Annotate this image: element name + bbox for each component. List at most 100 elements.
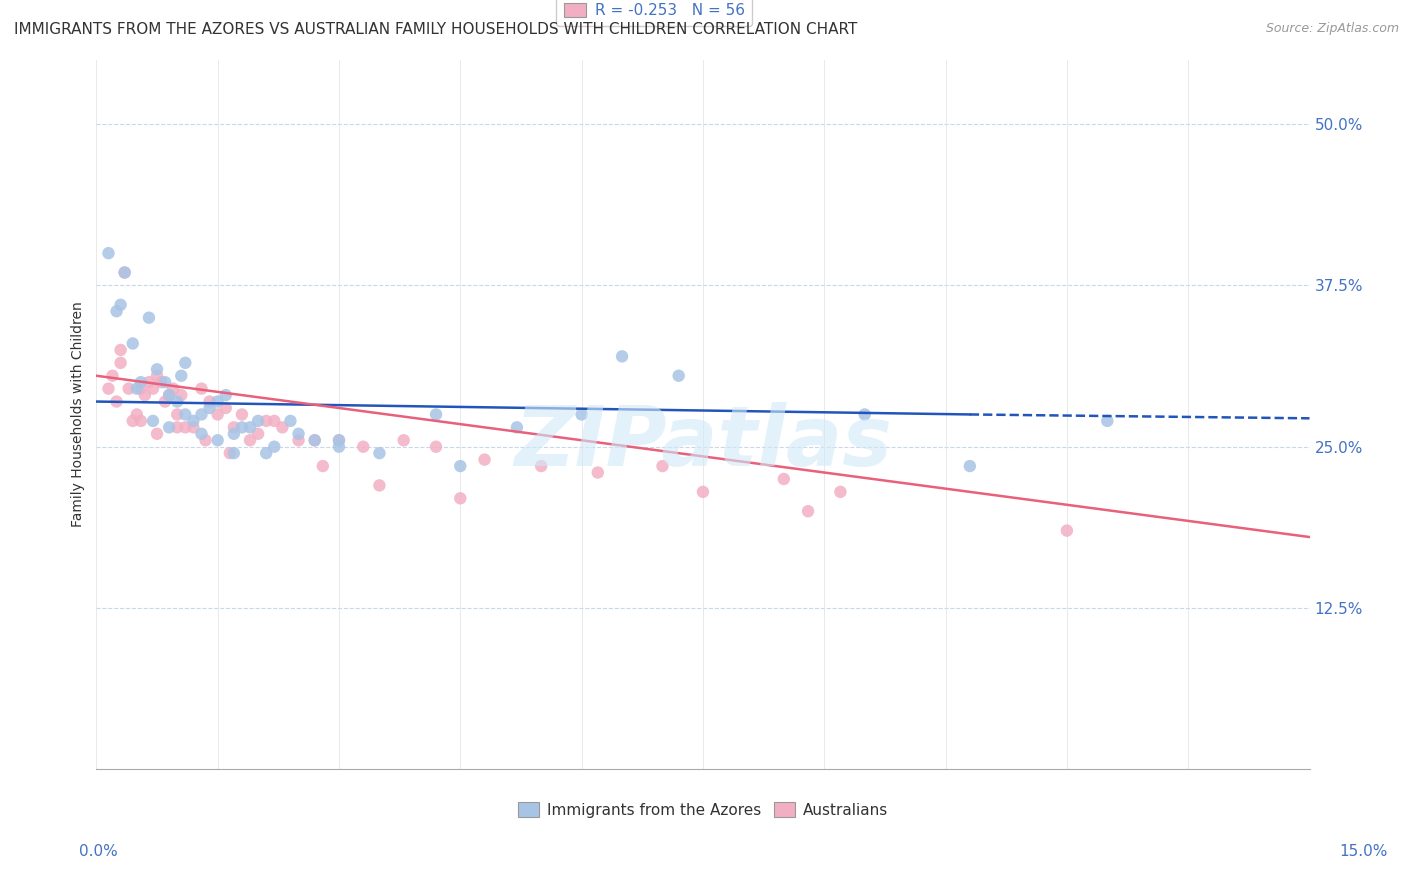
Text: 0.0%: 0.0%	[79, 845, 118, 859]
Point	[142, 382, 165, 396]
Point	[198, 394, 221, 409]
Point	[312, 458, 335, 473]
Point	[571, 408, 593, 422]
Point	[530, 458, 553, 473]
Point	[328, 434, 350, 448]
Point	[830, 484, 852, 499]
Point	[146, 362, 169, 376]
Point	[586, 466, 609, 480]
Point	[174, 356, 197, 370]
Point	[125, 408, 148, 422]
Point	[651, 458, 673, 473]
Point	[153, 394, 176, 409]
Point	[190, 408, 212, 422]
Point	[239, 434, 262, 448]
Point	[138, 375, 160, 389]
Point	[1097, 414, 1119, 428]
Point	[772, 472, 794, 486]
Point	[247, 426, 270, 441]
Point	[170, 388, 193, 402]
Point	[194, 434, 217, 448]
Point	[157, 388, 180, 402]
Point	[134, 388, 156, 402]
Point	[368, 446, 391, 460]
Point	[114, 266, 136, 280]
Point	[392, 434, 415, 448]
Point	[105, 304, 128, 318]
Point	[146, 426, 169, 441]
Point	[254, 414, 277, 428]
Point	[506, 420, 529, 434]
Point	[118, 382, 141, 396]
Point	[1056, 524, 1078, 538]
Point	[121, 336, 143, 351]
Point	[254, 446, 277, 460]
Point	[207, 394, 229, 409]
Point	[198, 401, 221, 415]
Point	[218, 446, 240, 460]
Point	[190, 426, 212, 441]
Point	[231, 420, 253, 434]
Point	[129, 375, 152, 389]
Point	[215, 388, 238, 402]
Point	[142, 414, 165, 428]
Point	[150, 375, 173, 389]
Point	[222, 426, 245, 441]
Point	[146, 368, 169, 383]
Point	[959, 458, 981, 473]
Point	[280, 414, 302, 428]
Point	[263, 440, 285, 454]
Point	[231, 408, 253, 422]
Point	[222, 446, 245, 460]
Point	[474, 452, 496, 467]
Point	[174, 408, 197, 422]
Point	[121, 414, 143, 428]
Point	[162, 382, 184, 396]
Point	[166, 420, 188, 434]
Point	[110, 298, 132, 312]
Point	[105, 394, 128, 409]
Point	[97, 382, 120, 396]
Point	[271, 420, 294, 434]
Point	[207, 434, 229, 448]
Point	[166, 394, 188, 409]
Point	[166, 408, 188, 422]
Point	[183, 414, 205, 428]
Point	[110, 356, 132, 370]
Point	[157, 420, 180, 434]
Point	[129, 382, 152, 396]
Point	[170, 368, 193, 383]
Point	[668, 368, 690, 383]
Point	[328, 440, 350, 454]
Point	[138, 310, 160, 325]
Point	[110, 343, 132, 357]
Point	[304, 434, 326, 448]
Point	[183, 420, 205, 434]
Text: ZIPatlas: ZIPatlas	[515, 402, 891, 483]
Text: 15.0%: 15.0%	[1340, 845, 1388, 859]
Point	[287, 426, 309, 441]
Point	[287, 434, 309, 448]
Y-axis label: Family Households with Children: Family Households with Children	[72, 301, 86, 527]
Point	[610, 350, 633, 364]
Legend: Immigrants from the Azores, Australians: Immigrants from the Azores, Australians	[510, 795, 896, 825]
Point	[190, 382, 212, 396]
Point	[368, 478, 391, 492]
Point	[692, 484, 714, 499]
Point	[222, 420, 245, 434]
Point	[174, 420, 197, 434]
Point	[207, 408, 229, 422]
Point	[328, 434, 350, 448]
Point	[129, 414, 152, 428]
Point	[239, 420, 262, 434]
Point	[153, 375, 176, 389]
Point	[247, 414, 270, 428]
Point	[853, 408, 876, 422]
Point	[304, 434, 326, 448]
Point	[157, 388, 180, 402]
Point	[352, 440, 374, 454]
Point	[263, 414, 285, 428]
Point	[125, 382, 148, 396]
Point	[425, 408, 447, 422]
Point	[101, 368, 124, 383]
